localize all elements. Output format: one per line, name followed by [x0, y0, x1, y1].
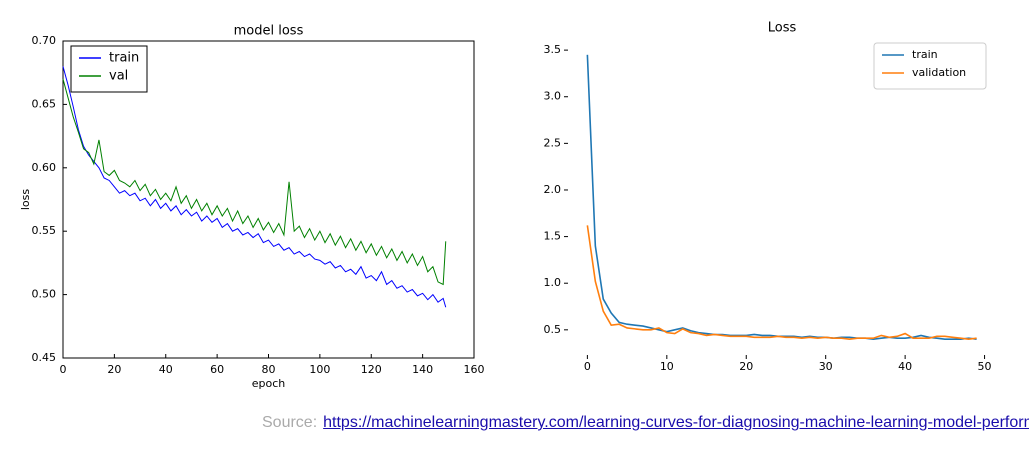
x-axis-label: epoch — [252, 377, 286, 390]
chart-title: Loss — [768, 21, 797, 36]
source-label: Source: — [262, 414, 318, 431]
legend-label: train — [912, 48, 938, 61]
y-tick-label: 2.0 — [544, 183, 562, 196]
y-tick-label: 3.5 — [544, 43, 562, 56]
y-tick-label: 0.5 — [544, 323, 562, 336]
y-tick-label: 1.0 — [544, 276, 562, 289]
x-tick-label: 40 — [159, 363, 173, 376]
y-tick-label: 0.55 — [32, 224, 57, 237]
x-tick-label: 160 — [464, 363, 485, 376]
y-tick-label: 1.5 — [544, 230, 562, 243]
x-tick-label: 10 — [660, 360, 674, 373]
x-tick-label: 100 — [309, 363, 330, 376]
legend-label: validation — [912, 66, 966, 79]
legend-label: train — [109, 51, 139, 66]
y-tick-label: 3.0 — [544, 90, 562, 103]
y-tick-label: 0.50 — [32, 288, 57, 301]
y-tick-label: 0.45 — [32, 351, 57, 364]
series-line — [586, 225, 977, 340]
x-tick-label: 80 — [262, 363, 276, 376]
x-tick-label: 140 — [412, 363, 433, 376]
legend-label: val — [109, 69, 128, 84]
x-tick-label: 50 — [978, 360, 992, 373]
y-tick-label: 2.5 — [544, 136, 562, 149]
legend-box — [70, 45, 148, 93]
series-line — [586, 54, 977, 340]
y-tick-label: 0.60 — [32, 161, 57, 174]
x-tick-label: 120 — [361, 363, 382, 376]
series-line — [62, 78, 447, 286]
source-line: Source: https://machinelearningmastery.co… — [262, 414, 1029, 432]
x-tick-label: 40 — [898, 360, 912, 373]
x-tick-label: 0 — [60, 363, 67, 376]
x-tick-label: 20 — [739, 360, 753, 373]
chart-title: model loss — [234, 24, 304, 39]
series-line — [62, 66, 447, 308]
x-tick-label: 0 — [584, 360, 591, 373]
x-tick-label: 30 — [819, 360, 833, 373]
y-tick-label: 0.70 — [32, 34, 57, 47]
x-tick-label: 60 — [210, 363, 224, 376]
source-link[interactable]: https://machinelearningmastery.com/learn… — [323, 414, 1029, 431]
y-axis-label: loss — [19, 189, 32, 211]
x-tick-label: 20 — [107, 363, 121, 376]
y-tick-label: 0.65 — [32, 97, 57, 110]
